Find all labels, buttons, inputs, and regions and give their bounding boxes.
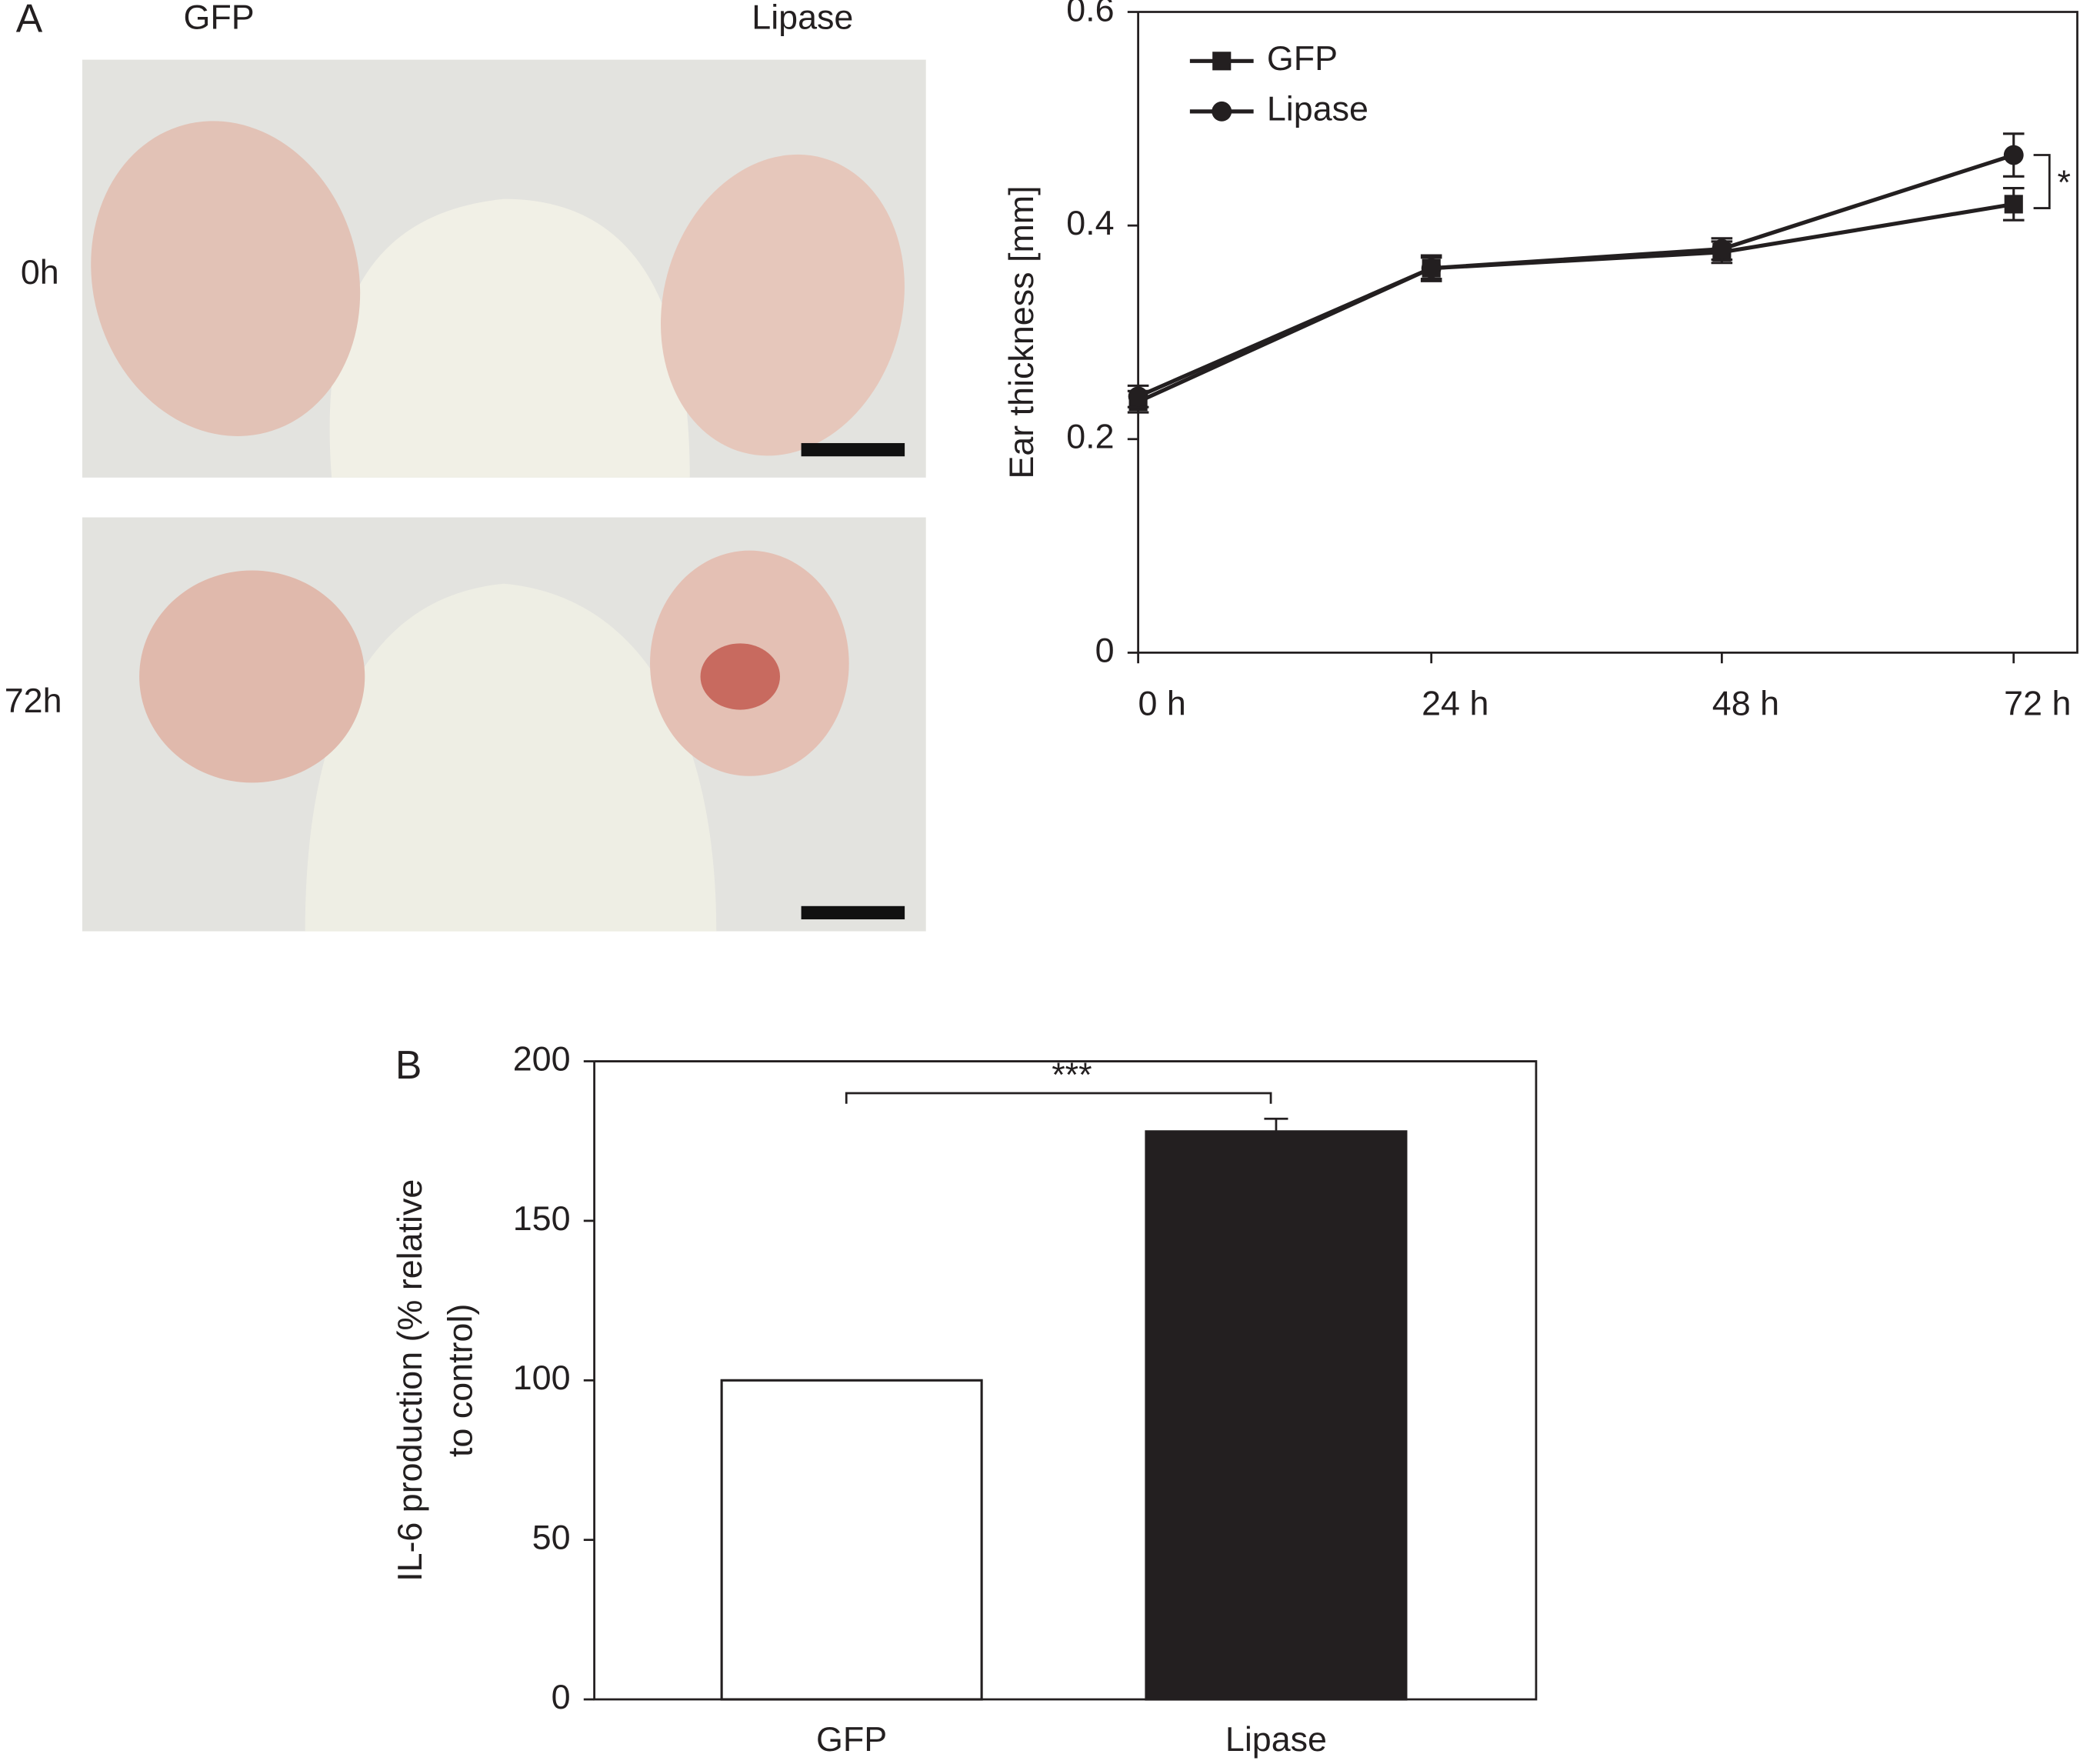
line bbox=[1137, 153, 2015, 398]
x-tick-label: Lipase bbox=[1225, 1719, 1327, 1759]
photo bbox=[82, 59, 926, 478]
y-tick-label: 50 bbox=[532, 1517, 571, 1556]
panel-label: B bbox=[395, 1042, 422, 1087]
column-label: Lipase bbox=[752, 0, 853, 37]
bar bbox=[720, 1379, 983, 1701]
x-tick-label: 0 h bbox=[1138, 683, 1185, 722]
column-label: GFP bbox=[183, 0, 254, 37]
row-label: 72h bbox=[5, 681, 62, 720]
marker bbox=[1212, 52, 1232, 71]
marker bbox=[2004, 195, 2023, 214]
y-tick-label: 200 bbox=[513, 1039, 571, 1078]
error-bar bbox=[1264, 1117, 1288, 1132]
y-tick-label: 0.6 bbox=[1066, 0, 1114, 28]
x-tick-label: GFP bbox=[816, 1719, 887, 1759]
legend-label: Lipase bbox=[1267, 89, 1368, 128]
row-label: 0h bbox=[21, 252, 59, 292]
y-axis-label: Ear thickness [mm] bbox=[1002, 185, 1041, 479]
y-tick-label: 0 bbox=[552, 1677, 571, 1716]
y-axis-label: to control) bbox=[441, 1304, 480, 1457]
y-tick-label: 0.2 bbox=[1066, 417, 1114, 456]
significance-bracket bbox=[845, 1092, 1272, 1104]
y-tick-label: 0 bbox=[1095, 630, 1115, 669]
marker bbox=[1128, 386, 1148, 407]
bar bbox=[1145, 1130, 1408, 1701]
marker bbox=[1712, 238, 1732, 259]
photo bbox=[82, 517, 926, 932]
x-tick-label: 72 h bbox=[2004, 683, 2071, 722]
marker bbox=[1212, 101, 1232, 122]
legend-label: GFP bbox=[1267, 38, 1338, 78]
marker bbox=[1421, 258, 1442, 278]
marker bbox=[2003, 145, 2024, 165]
axes bbox=[593, 1060, 1538, 1701]
x-tick-label: 48 h bbox=[1712, 683, 1779, 722]
panel-label: A bbox=[16, 0, 43, 40]
annotation: *** bbox=[1052, 1055, 1092, 1094]
y-tick-label: 0.4 bbox=[1066, 203, 1114, 242]
y-axis-label: IL-6 production (% relative bbox=[390, 1179, 429, 1582]
significance-bracket bbox=[2033, 154, 2051, 209]
annotation: * bbox=[2058, 162, 2071, 202]
line bbox=[1137, 202, 2015, 404]
x-tick-label: 24 h bbox=[1422, 683, 1488, 722]
y-tick-label: 150 bbox=[513, 1199, 571, 1238]
y-tick-label: 100 bbox=[513, 1358, 571, 1397]
